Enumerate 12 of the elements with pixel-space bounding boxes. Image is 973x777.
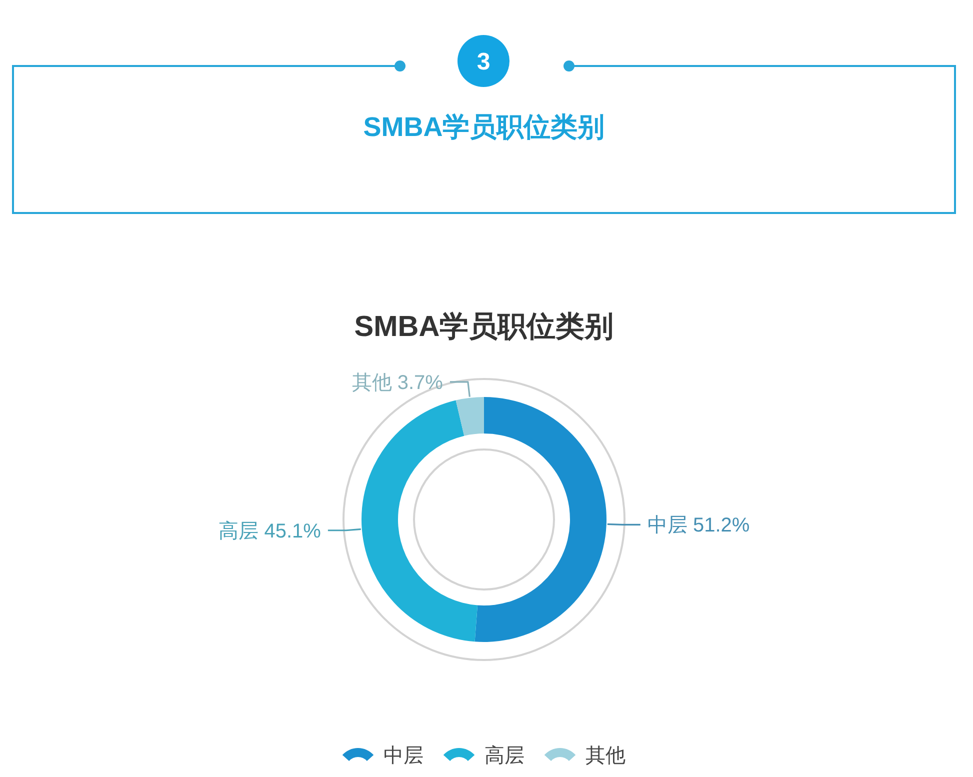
- chart-title: SMBA学员职位类别: [354, 311, 614, 343]
- legend-label: 中层: [384, 745, 424, 767]
- data-label: 其他 3.7%: [352, 372, 444, 394]
- donut-slice: [362, 400, 478, 642]
- donut-slice: [474, 397, 606, 642]
- donut-slice: [456, 397, 484, 436]
- data-label: 中层 51.2%: [647, 514, 750, 537]
- legend-label: 高层: [484, 744, 524, 767]
- text: SMBA学员职位类别: [363, 112, 605, 142]
- legend-label: 其他: [586, 745, 626, 767]
- text: 3: [476, 48, 490, 76]
- data-label: 高层 45.1%: [218, 519, 322, 542]
